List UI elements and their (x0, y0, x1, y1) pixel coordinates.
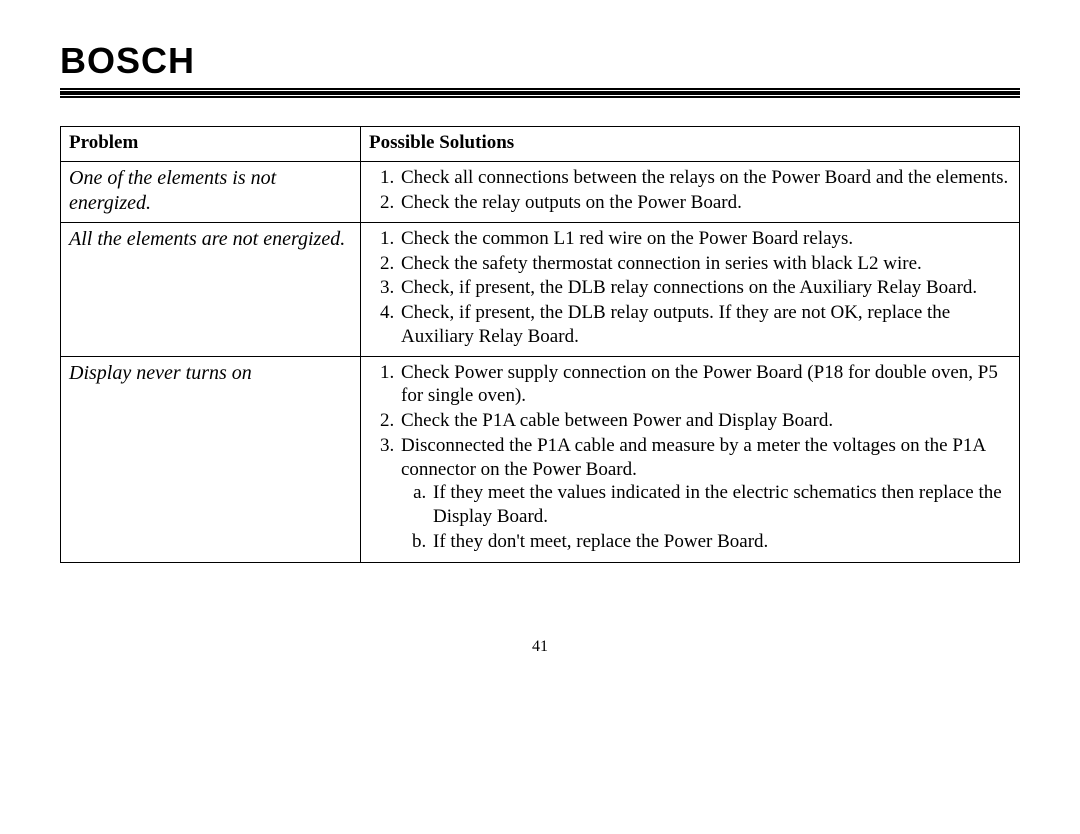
solutions-cell: Check Power supply connection on the Pow… (361, 356, 1020, 562)
troubleshooting-table: Problem Possible Solutions One of the el… (60, 126, 1020, 563)
header-problem: Problem (61, 127, 361, 162)
solution-item: Check the P1A cable between Power and Di… (399, 409, 1011, 434)
solution-item: Check, if present, the DLB relay outputs… (399, 301, 1011, 350)
table-row: One of the elements is not energized. Che… (61, 161, 1020, 222)
problem-cell: One of the elements is not energized. (61, 161, 361, 222)
solution-item: Check, if present, the DLB relay connect… (399, 276, 1011, 301)
header-rule (60, 88, 1020, 98)
table-row: All the elements are not energized. Check… (61, 222, 1020, 356)
problem-text: One of the elements is not energized. (69, 166, 352, 216)
solutions-cell: Check all connections between the relays… (361, 161, 1020, 222)
table-body: One of the elements is not energized. Che… (61, 161, 1020, 562)
solutions-list: Check the common L1 red wire on the Powe… (369, 227, 1011, 350)
problem-cell: All the elements are not energized. (61, 222, 361, 356)
page-number: 41 (60, 638, 1020, 656)
solution-item: Check the common L1 red wire on the Powe… (399, 227, 1011, 252)
solution-sublist: If they meet the values indicated in the… (401, 481, 1011, 554)
problem-cell: Display never turns on (61, 356, 361, 562)
solution-item: Check the safety thermostat connection i… (399, 252, 1011, 277)
table-row: Display never turns on Check Power supply… (61, 356, 1020, 562)
solutions-list: Check all connections between the relays… (369, 166, 1011, 216)
problem-text: All the elements are not energized. (69, 227, 352, 252)
solution-subitem: If they don't meet, replace the Power Bo… (431, 530, 1011, 555)
problem-text: Display never turns on (69, 361, 352, 386)
solution-item: Check Power supply connection on the Pow… (399, 361, 1011, 410)
solution-item: Disconnected the P1A cable and measure b… (399, 434, 1011, 556)
solutions-list: Check Power supply connection on the Pow… (369, 361, 1011, 556)
solution-item: Check all connections between the relays… (399, 166, 1011, 191)
table-header-row: Problem Possible Solutions (61, 127, 1020, 162)
header-solutions: Possible Solutions (361, 127, 1020, 162)
solution-item: Check the relay outputs on the Power Boa… (399, 191, 1011, 216)
brand-logo: BOSCH (60, 40, 1020, 82)
solutions-cell: Check the common L1 red wire on the Powe… (361, 222, 1020, 356)
solution-subitem: If they meet the values indicated in the… (431, 481, 1011, 530)
